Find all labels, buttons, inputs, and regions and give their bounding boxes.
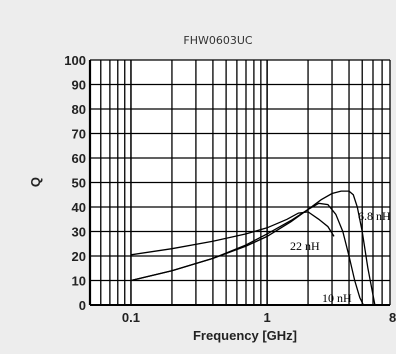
y-tick-label: 70 (72, 127, 86, 142)
y-tick-label: 80 (72, 102, 86, 117)
y-tick-label: 0 (79, 298, 86, 313)
series-line-2 (130, 211, 335, 256)
y-tick-label: 30 (72, 225, 86, 240)
series-line-1 (130, 202, 364, 306)
x-tick-label: 0.1 (122, 310, 140, 325)
y-tick-label: 90 (72, 78, 86, 93)
y-tick-label: 50 (72, 176, 86, 191)
y-tick-labels: 0 10 20 30 40 50 60 70 80 90 100 (64, 53, 86, 313)
chart-title: FHW0603UC (183, 34, 253, 47)
y-tick-label: 40 (72, 200, 86, 215)
y-tick-label: 10 (72, 274, 86, 289)
y-axis-label: Q (28, 177, 43, 187)
series-label-6-8nh: 6.8 nH (358, 209, 391, 223)
x-axis-label: Frequency [GHz] (193, 328, 297, 343)
series-label-22nh: 22 nH (290, 239, 320, 253)
series-label-10nh: 10 nH (322, 291, 352, 305)
y-tick-label: 100 (64, 53, 86, 68)
y-tick-label: 20 (72, 249, 86, 264)
x-tick-label: 1 (263, 310, 270, 325)
x-tick-label: 8 (389, 310, 396, 325)
series-lines (130, 190, 376, 306)
x-tick-labels: 0.1 1 8 (122, 310, 396, 325)
y-tick-label: 60 (72, 151, 86, 166)
